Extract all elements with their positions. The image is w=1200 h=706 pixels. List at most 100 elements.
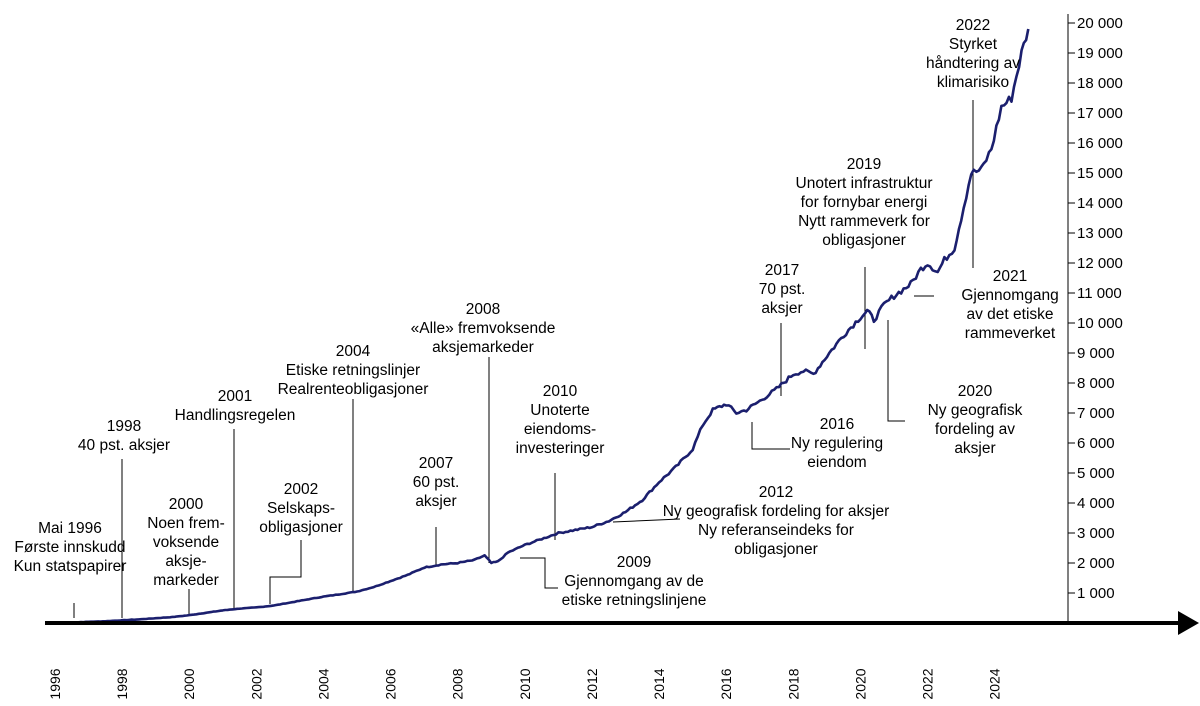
x-tick-label: 2014 — [651, 668, 667, 699]
annotation-2010: 2010 Unoterte eiendoms-investeringer — [516, 383, 605, 457]
annotation-line: Første innskudd — [14, 539, 125, 556]
y-tick-label: 1 000 — [1077, 585, 1115, 602]
annotation-line: 1998 — [107, 418, 141, 435]
y-tick-label: 5 000 — [1077, 465, 1115, 482]
annotation-line: 60 pst. — [413, 474, 460, 491]
annotation-2017: 2017 70 pst. aksjer — [759, 262, 806, 317]
annotation-line: 2012 — [759, 484, 793, 501]
x-tick-label: 2000 — [181, 668, 197, 699]
annotation-line: 2008 — [466, 301, 500, 318]
annotation-line: aksjer — [415, 493, 456, 510]
annotation-line: Ny geografisk fordeling for aksjer — [663, 503, 890, 520]
annotation-2012: 2012 Ny geografisk fordeling for aksjer Ny… — [663, 484, 890, 558]
annotation-2007: 2007 60 pst. aksjer — [413, 455, 460, 510]
annotation-line: aksjer — [761, 300, 802, 317]
annotation-2008: 2008 «Alle» fremvoksende aksjemarkeder — [411, 301, 556, 356]
x-tick-label: 1996 — [47, 668, 63, 699]
annotation-line: 2022 — [956, 17, 990, 34]
annotation-line: etiske retningslinjene — [562, 592, 707, 609]
y-tick-label: 8 000 — [1077, 375, 1115, 392]
x-tick-label: 2020 — [852, 668, 868, 699]
y-tick-label: 2 000 — [1077, 555, 1115, 572]
annotation-line: Etiske retningslinjer — [286, 362, 420, 379]
annotation-line: aksje- — [165, 553, 206, 570]
y-tick-label: 4 000 — [1077, 495, 1115, 512]
annotation-2016: 2016 Ny regulering eiendom — [791, 416, 883, 471]
annotation-line: Gjennomgang av de — [564, 573, 704, 590]
annotation-line: Kun statspapirer — [14, 558, 127, 575]
leader-2016 — [751, 422, 790, 450]
y-tick-label: 3 000 — [1077, 525, 1115, 542]
annotation-line: aksjer — [954, 440, 995, 457]
annotation-line: 2001 — [218, 388, 252, 405]
annotation-line: håndtering av — [926, 55, 1020, 72]
annotation-1998: 1998 40 pst. aksjer — [78, 418, 170, 454]
annotation-line: 2009 — [617, 554, 651, 571]
x-tick-label: 2024 — [987, 668, 1003, 699]
x-tick-label: 1998 — [114, 668, 130, 699]
x-tick-label: 2004 — [315, 668, 331, 699]
annotation-line: 2021 — [993, 268, 1027, 285]
annotation-line: «Alle» fremvoksende — [411, 320, 556, 337]
y-tick-label: 15 000 — [1077, 165, 1123, 182]
x-tick-label: 2022 — [920, 668, 936, 699]
y-tick-label: 11 000 — [1077, 285, 1122, 302]
leader-2009 — [520, 557, 558, 589]
annotation-line: obligasjoner — [822, 232, 906, 249]
annotation-line: Ny regulering — [791, 435, 883, 452]
annotation-line: 2017 — [765, 262, 799, 279]
annotation-line: 2020 — [958, 383, 993, 400]
annotation-line: Unoterte — [530, 402, 589, 419]
annotation-line: 2004 — [336, 343, 371, 360]
annotation-2020: 2020 Ny geografisk fordeling av aksjer — [928, 383, 1023, 457]
y-tick-label: 9 000 — [1077, 345, 1115, 362]
annotation-line: Styrket — [949, 36, 998, 53]
annotation-2002: 2002 Selskaps-obligasjoner — [259, 481, 343, 536]
annotation-leader-lines — [73, 100, 974, 618]
y-tick-label: 17 000 — [1077, 105, 1123, 122]
annotation-line: obligasjoner — [259, 519, 343, 536]
y-tick-label: 16 000 — [1077, 135, 1123, 152]
annotation-1996: Mai 1996 Første innskudd Kun statspapirer — [14, 520, 127, 575]
x-tick-label: 2006 — [383, 668, 399, 699]
annotation-line: rammeverket — [965, 325, 1056, 342]
x-tick-label: 2018 — [785, 668, 801, 699]
annotation-line: aksjemarkeder — [432, 339, 534, 356]
annotation-line: eiendoms- — [524, 421, 596, 438]
annotation-line: Handlingsregelen — [175, 407, 296, 424]
x-tick-label: 2012 — [584, 668, 600, 699]
annotation-line: Gjennomgang — [961, 287, 1058, 304]
annotation-line: Nytt rammeverk for — [798, 213, 930, 230]
annotation-2000: 2000 Noen frem-voksende aksje-markeder — [147, 496, 225, 589]
annotation-line: obligasjoner — [734, 541, 818, 558]
annotation-2004: 2004 Etiske retningslinjer Realrenteobliga… — [278, 343, 429, 398]
annotation-2001: 2001 Handlingsregelen — [175, 388, 296, 424]
leader-2012 — [612, 518, 681, 523]
series-layer — [68, 28, 1030, 624]
annotation-line: Unotert infrastruktur — [796, 175, 933, 192]
annotation-line: klimarisiko — [937, 74, 1009, 91]
y-tick-label: 13 000 — [1077, 225, 1123, 242]
x-tick-label: 2008 — [450, 668, 466, 699]
annotation-line: Ny referanseindeks for — [698, 522, 854, 539]
y-tick-label: 14 000 — [1077, 195, 1123, 212]
annotation-line: 70 pst. — [759, 281, 806, 298]
x-axis: 1996 1998 2000 2002 2004 2006 2008 2010 2012 2014… — [45, 611, 1199, 700]
annotation-line: fordeling av — [935, 421, 1015, 438]
x-tick-label: 2002 — [248, 668, 264, 699]
annotation-line: av det etiske — [966, 306, 1053, 323]
leader-2020 — [887, 320, 905, 422]
y-tick-label: 6 000 — [1077, 435, 1115, 452]
annotation-2021: 2021 Gjennomgang av det etiske rammeverket — [961, 268, 1058, 342]
y-axis: 1 000 2 000 3 000 4 000 5 000 6 000 7 000 8 000… — [1067, 14, 1123, 623]
x-axis-arrowhead — [1178, 611, 1199, 635]
annotation-2019: 2019 Unotert infrastruktur for fornybar en… — [796, 156, 933, 249]
annotation-line: 2000 — [169, 496, 204, 513]
annotation-line: 2007 — [419, 455, 453, 472]
annotation-line: Mai 1996 — [38, 520, 102, 537]
annotations: Mai 1996 Første innskudd Kun statspapirer 1… — [14, 17, 1059, 609]
annotation-line: Noen frem- — [147, 515, 225, 532]
annotation-line: Selskaps- — [267, 500, 335, 517]
annotation-line: 2002 — [284, 481, 318, 498]
